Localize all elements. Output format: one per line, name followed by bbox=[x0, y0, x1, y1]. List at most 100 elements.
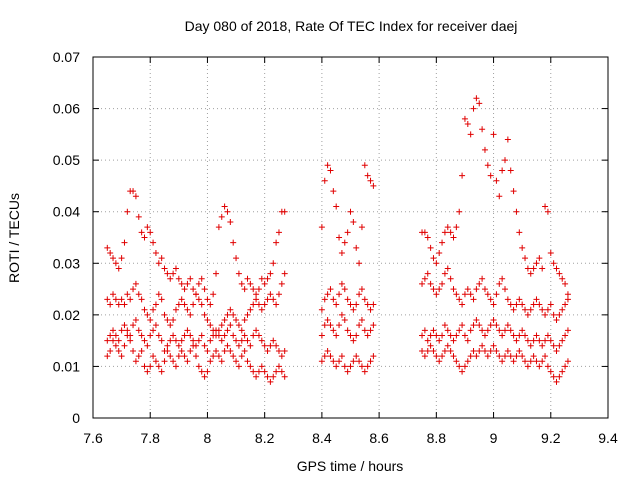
data-point bbox=[484, 291, 491, 298]
data-point bbox=[522, 358, 529, 365]
data-point bbox=[224, 342, 231, 349]
data-point bbox=[490, 301, 497, 308]
data-point bbox=[550, 342, 557, 349]
data-point bbox=[327, 322, 334, 329]
data-point bbox=[210, 353, 217, 360]
data-point bbox=[112, 332, 119, 339]
data-point bbox=[447, 275, 454, 282]
data-point bbox=[221, 317, 228, 324]
data-point bbox=[553, 347, 560, 354]
y-tick-label: 0.02 bbox=[53, 307, 80, 323]
data-point bbox=[187, 332, 194, 339]
data-point bbox=[235, 342, 242, 349]
data-point bbox=[127, 332, 134, 339]
data-point bbox=[253, 296, 260, 303]
data-point bbox=[147, 229, 154, 236]
data-point bbox=[112, 342, 119, 349]
data-point bbox=[158, 337, 165, 344]
data-point bbox=[115, 337, 122, 344]
data-point bbox=[430, 347, 437, 354]
data-point bbox=[441, 347, 448, 354]
x-tick-label: 8.4 bbox=[312, 430, 332, 446]
data-point bbox=[172, 337, 179, 344]
data-point bbox=[530, 265, 537, 272]
data-point bbox=[473, 353, 480, 360]
data-point bbox=[152, 358, 159, 365]
data-point bbox=[353, 301, 360, 308]
data-point bbox=[147, 332, 154, 339]
data-point bbox=[321, 177, 328, 184]
data-point bbox=[144, 368, 151, 375]
data-point bbox=[253, 327, 260, 334]
data-point bbox=[510, 188, 517, 195]
data-point bbox=[547, 368, 554, 375]
data-point bbox=[507, 167, 514, 174]
data-point bbox=[138, 296, 145, 303]
data-point bbox=[207, 358, 214, 365]
data-point bbox=[190, 337, 197, 344]
data-point bbox=[275, 347, 282, 354]
data-point bbox=[112, 260, 119, 267]
data-point bbox=[439, 332, 446, 339]
data-point bbox=[141, 306, 148, 313]
data-point bbox=[281, 270, 288, 277]
data-point bbox=[270, 296, 277, 303]
data-point bbox=[439, 353, 446, 360]
x-tick-label: 7.6 bbox=[83, 430, 103, 446]
data-point bbox=[544, 208, 551, 215]
data-point bbox=[556, 311, 563, 318]
data-point bbox=[175, 342, 182, 349]
data-point bbox=[470, 347, 477, 354]
y-tick-label: 0.04 bbox=[53, 204, 80, 220]
data-point bbox=[353, 353, 360, 360]
data-point bbox=[350, 337, 357, 344]
data-point bbox=[267, 378, 274, 385]
data-point bbox=[547, 337, 554, 344]
data-point bbox=[278, 353, 285, 360]
data-point bbox=[564, 327, 571, 334]
data-point bbox=[536, 301, 543, 308]
data-point bbox=[224, 327, 231, 334]
data-point bbox=[542, 353, 549, 360]
data-point bbox=[358, 286, 365, 293]
data-point bbox=[193, 342, 199, 349]
data-point bbox=[424, 347, 431, 354]
data-point bbox=[441, 322, 448, 329]
data-point bbox=[479, 342, 486, 349]
data-point bbox=[487, 347, 494, 354]
data-point bbox=[539, 358, 546, 365]
data-point bbox=[270, 337, 277, 344]
data-point bbox=[250, 301, 257, 308]
data-point bbox=[516, 332, 523, 339]
data-point bbox=[419, 347, 426, 354]
data-point bbox=[502, 353, 508, 360]
data-point bbox=[184, 327, 191, 334]
data-point bbox=[221, 332, 228, 339]
data-point bbox=[367, 177, 374, 184]
data-point bbox=[361, 296, 368, 303]
x-tick-label: 9.2 bbox=[541, 430, 561, 446]
data-point bbox=[476, 347, 483, 354]
data-point bbox=[207, 301, 214, 308]
data-point bbox=[424, 270, 431, 277]
data-point bbox=[356, 260, 363, 267]
data-point bbox=[559, 306, 566, 313]
data-point bbox=[533, 260, 540, 267]
data-point bbox=[318, 358, 325, 365]
data-point bbox=[496, 353, 503, 360]
data-point bbox=[233, 317, 240, 324]
data-point bbox=[419, 332, 426, 339]
data-point bbox=[562, 280, 569, 287]
data-point bbox=[258, 275, 265, 282]
data-point bbox=[124, 327, 131, 334]
data-point bbox=[273, 342, 280, 349]
data-point bbox=[350, 219, 357, 226]
data-point bbox=[556, 270, 563, 277]
data-point bbox=[147, 363, 154, 370]
data-point bbox=[327, 286, 334, 293]
data-point bbox=[556, 373, 563, 380]
data-point bbox=[513, 208, 520, 215]
data-point bbox=[338, 311, 345, 318]
data-point bbox=[484, 327, 491, 334]
data-point bbox=[370, 301, 377, 308]
